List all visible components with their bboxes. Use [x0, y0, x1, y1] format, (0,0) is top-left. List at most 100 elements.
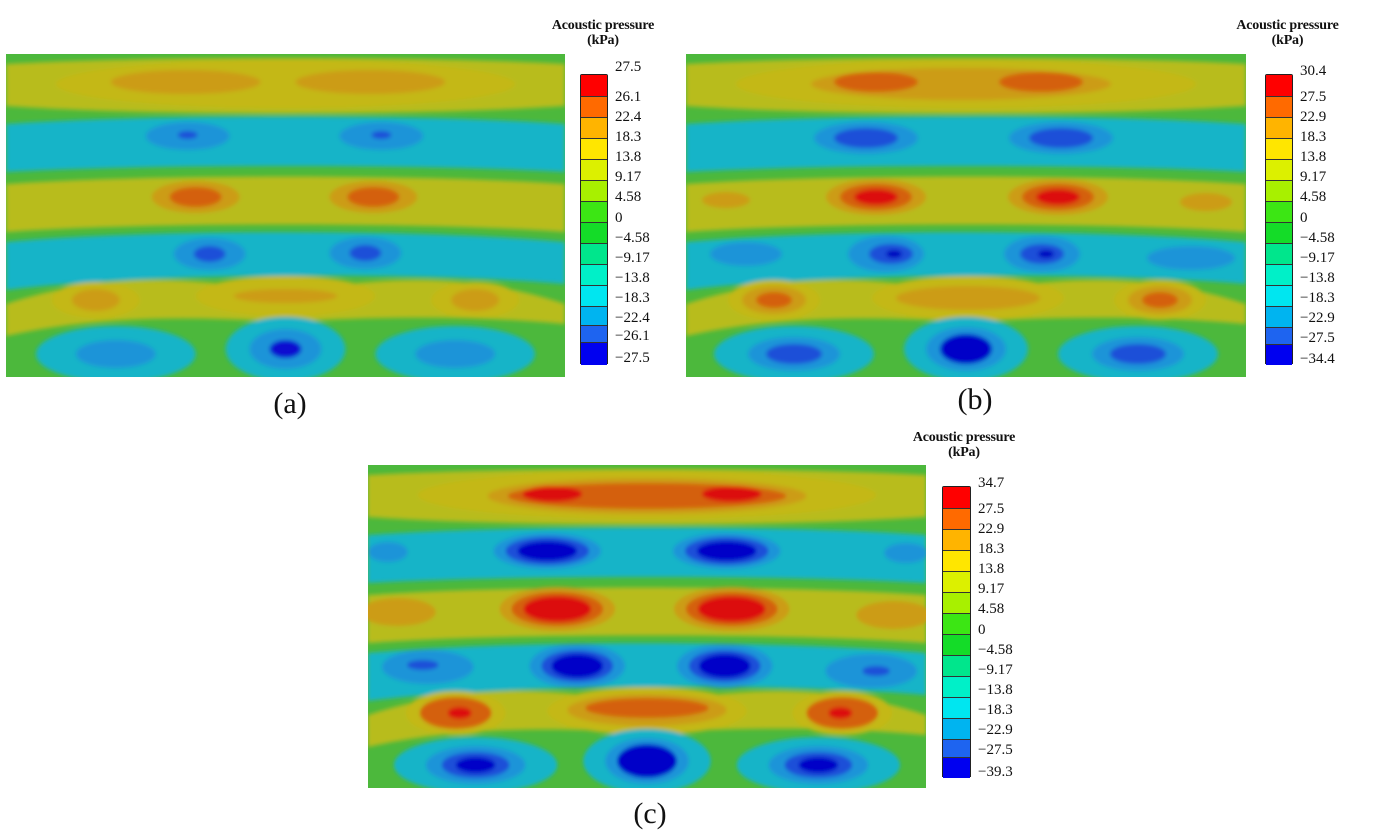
colorbar-tick: 0 — [1300, 210, 1308, 226]
legend-title-a: Acoustic pressure (kPa) — [528, 18, 678, 48]
colorbar-tick: −4.58 — [615, 230, 650, 246]
colorbar-segment — [943, 571, 970, 592]
colorbar-segment — [1266, 201, 1292, 222]
colorbar-segment — [1266, 285, 1292, 306]
colorbar-segment — [581, 325, 607, 342]
colorbar-tick: 13.8 — [615, 149, 642, 165]
colorbar-segment — [1266, 159, 1292, 180]
colorbar-segment — [943, 718, 970, 739]
colorbar-tick: −34.4 — [1300, 351, 1335, 367]
colorbar-tick: 22.9 — [978, 521, 1005, 537]
legend-c: Acoustic pressure (kPa) 34.7 27.5 22.9 1… — [888, 430, 1048, 790]
colorbar-tick: 27.5 — [978, 501, 1005, 517]
pressure-field-b — [686, 54, 1246, 377]
legend-a: Acoustic pressure (kPa) 27.5 26.1 22.4 1… — [528, 18, 678, 378]
colorbar-segment — [1266, 138, 1292, 159]
contour-plot-c — [368, 465, 926, 788]
caption-c: (c) — [633, 797, 667, 830]
colorbar-tick: 4.58 — [978, 601, 1005, 617]
colorbar-tick: 18.3 — [1300, 129, 1327, 145]
colorbar-tick: −4.58 — [1300, 230, 1335, 246]
colorbar-tick: 22.4 — [615, 109, 642, 125]
legend-b: Acoustic pressure (kPa) 30.4 27.5 22.9 1… — [1210, 18, 1384, 378]
colorbar-tick: −13.8 — [1300, 270, 1335, 286]
colorbar-tick: −13.8 — [978, 682, 1013, 698]
colorbar-tick: −22.9 — [1300, 310, 1335, 326]
contour-plot-b — [686, 54, 1246, 377]
colorbar-segment — [1266, 344, 1292, 365]
colorbar-tick: 0 — [978, 622, 986, 638]
colorbar-tick: 9.17 — [1300, 169, 1327, 185]
colorbar-tick: 34.7 — [978, 475, 1005, 491]
colorbar-tick: −22.9 — [978, 722, 1013, 738]
legend-title-line2: (kPa) — [948, 445, 980, 460]
colorbar-tick: 18.3 — [978, 541, 1005, 557]
colorbar-segment — [943, 697, 970, 718]
colorbar-tick: 4.58 — [1300, 189, 1327, 205]
contour-plot-a — [6, 54, 565, 377]
colorbar-tick: 4.58 — [615, 189, 642, 205]
colorbar-segment — [943, 508, 970, 529]
colorbar-segment — [1266, 306, 1292, 327]
colorbar-segment — [581, 285, 607, 306]
colorbar-segment — [1266, 222, 1292, 243]
colorbar-segment — [581, 201, 607, 222]
colorbar-tick: −9.17 — [615, 250, 650, 266]
colorbar-tick: 22.9 — [1300, 109, 1327, 125]
colorbar-tick: 30.4 — [1300, 63, 1327, 79]
colorbar-tick: 13.8 — [1300, 149, 1327, 165]
colorbar-segment — [581, 180, 607, 201]
colorbar-segment — [1266, 264, 1292, 285]
colorbar-tick: 27.5 — [1300, 89, 1327, 105]
colorbar-tick: −22.4 — [615, 310, 650, 326]
colorbar-segment — [943, 592, 970, 613]
legend-title-b: Acoustic pressure (kPa) — [1210, 18, 1365, 48]
colorbar-segment — [1266, 117, 1292, 138]
colorbar-segment — [943, 550, 970, 571]
colorbar-tick: −18.3 — [1300, 290, 1335, 306]
pressure-field-c — [368, 465, 926, 788]
colorbar-tick: 9.17 — [615, 169, 642, 185]
colorbar-segment — [581, 159, 607, 180]
caption-b: (b) — [957, 383, 993, 416]
colorbar-segment — [943, 634, 970, 655]
colorbar-tick: 18.3 — [615, 129, 642, 145]
colorbar-c — [942, 486, 971, 778]
colorbar-tick: −27.5 — [615, 350, 650, 366]
colorbar-segment — [581, 75, 607, 96]
colorbar-segment — [1266, 75, 1292, 96]
colorbar-tick: −4.58 — [978, 642, 1013, 658]
colorbar-segment — [1266, 243, 1292, 264]
colorbar-a — [580, 74, 608, 365]
legend-title-line2: (kPa) — [587, 33, 619, 48]
colorbar-tick: −26.1 — [615, 328, 650, 344]
colorbar-tick: −9.17 — [978, 662, 1013, 678]
colorbar-tick: −18.3 — [978, 702, 1013, 718]
colorbar-segment — [581, 243, 607, 264]
colorbar-segment — [943, 757, 970, 778]
colorbar-tick: 9.17 — [978, 581, 1005, 597]
colorbar-segment — [581, 117, 607, 138]
colorbar-tick: 0 — [615, 210, 623, 226]
colorbar-segment — [1266, 180, 1292, 201]
colorbar-segment — [581, 222, 607, 243]
legend-title-c: Acoustic pressure (kPa) — [888, 430, 1040, 460]
colorbar-b — [1265, 74, 1293, 365]
colorbar-tick: −27.5 — [978, 742, 1013, 758]
colorbar-segment — [1266, 96, 1292, 117]
colorbar-segment — [943, 739, 970, 757]
colorbar-segment — [581, 306, 607, 325]
colorbar-segment — [943, 613, 970, 634]
colorbar-tick: 26.1 — [615, 89, 642, 105]
colorbar-tick: −18.3 — [615, 290, 650, 306]
colorbar-segment — [943, 487, 970, 508]
colorbar-tick: −27.5 — [1300, 330, 1335, 346]
legend-title-line1: Acoustic pressure — [551, 18, 655, 33]
colorbar-tick: 27.5 — [615, 59, 642, 75]
pressure-field-a — [6, 54, 565, 377]
colorbar-segment — [943, 655, 970, 676]
colorbar-tick: −13.8 — [615, 270, 650, 286]
legend-title-line2: (kPa) — [1271, 33, 1304, 48]
colorbar-segment — [581, 138, 607, 159]
colorbar-tick: −9.17 — [1300, 250, 1335, 266]
